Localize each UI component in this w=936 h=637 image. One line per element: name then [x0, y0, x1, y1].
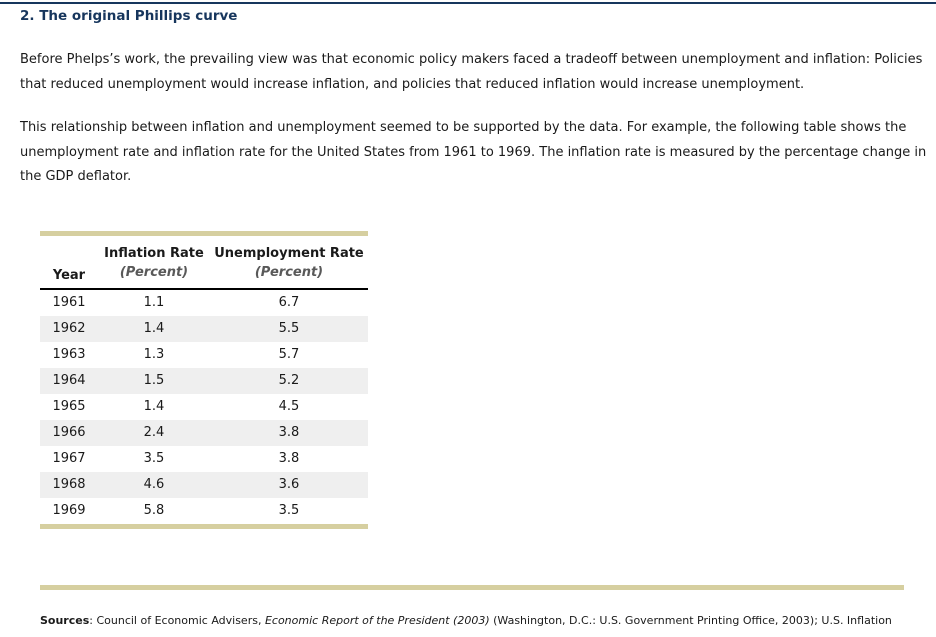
sources-report-title: Economic Report of the President (2003)	[264, 613, 490, 627]
unemployment-header-label: Unemployment Rate	[214, 245, 364, 261]
inflation-cell: 1.5	[143, 373, 165, 388]
table-row: 1964 1.5 5.2	[40, 367, 368, 394]
table-row: 1963 1.3 5.7	[40, 342, 368, 368]
section-title: 2. The original Phillips curve	[20, 8, 238, 24]
top-border-rule	[0, 2, 936, 4]
unemployment-cell: 5.7	[278, 347, 300, 362]
sources-text-1: : Council of Economic Advisers,	[89, 613, 265, 627]
table-row: 1965 1.4 4.5	[40, 394, 368, 420]
year-cell: 1964	[52, 373, 86, 388]
inflation-header-label: Inflation Rate	[104, 245, 204, 261]
inflation-cell: 1.1	[143, 295, 165, 310]
intro-paragraph: Before Phelps’s work, the prevailing vie…	[20, 52, 923, 92]
section-divider-rule	[40, 584, 904, 590]
inflation-cell: 5.8	[143, 503, 165, 518]
year-column-header: Year	[40, 233, 98, 290]
unemployment-cell: 6.7	[278, 295, 300, 310]
unemployment-cell: 5.2	[278, 373, 300, 388]
unemployment-cell: 3.5	[278, 503, 300, 518]
unemployment-cell: 4.5	[278, 399, 300, 414]
table-row: 1966 2.4 3.8	[40, 419, 368, 446]
year-cell: 1968	[52, 477, 86, 492]
table-row: 1962 1.4 5.5	[40, 315, 368, 342]
inflation-column-header: Inflation Rate (Percent)	[98, 233, 210, 290]
year-cell: 1961	[52, 295, 86, 310]
year-cell: 1962	[52, 321, 86, 336]
sources-note: Sources: Council of Economic Advisers, E…	[40, 609, 906, 637]
inflation-cell: 4.6	[143, 477, 165, 492]
year-cell: 1969	[52, 503, 86, 518]
inflation-cell: 1.4	[143, 321, 165, 336]
unemployment-cell: 3.8	[278, 451, 300, 466]
inflation-cell: 3.5	[143, 451, 165, 466]
table-row: 1969 5.8 3.5	[40, 498, 368, 527]
unemployment-column-header: Unemployment Rate (Percent)	[210, 233, 368, 290]
year-cell: 1966	[52, 425, 86, 440]
year-cell: 1963	[52, 347, 86, 362]
table-row: 1961 1.1 6.7	[40, 289, 368, 316]
inflation-cell: 2.4	[143, 425, 165, 440]
table-row: 1967 3.5 3.8	[40, 446, 368, 472]
unemployment-cell: 3.6	[278, 477, 300, 492]
document-section: 2. The original Phillips curve Before Ph…	[0, 8, 936, 637]
table-header: Year Inflation Rate (Percent) Unemployme…	[40, 233, 368, 290]
unemployment-cell: 5.5	[278, 321, 300, 336]
sources-label: Sources	[40, 613, 90, 627]
header-row: Year Inflation Rate (Percent) Unemployme…	[40, 233, 368, 290]
unemployment-unit-label: (Percent)	[254, 264, 324, 280]
year-cell: 1965	[52, 399, 86, 414]
inflation-cell: 1.3	[143, 347, 165, 362]
table-intro-paragraph: This relationship between inflation and …	[20, 120, 927, 184]
sources-text-2: (Washington, D.C.: U.S. Government Print…	[493, 613, 892, 627]
table-row: 1968 4.6 3.6	[40, 471, 368, 498]
inflation-unit-label: (Percent)	[119, 264, 189, 280]
unemployment-cell: 3.8	[278, 425, 300, 440]
phillips-data-table: Year Inflation Rate (Percent) Unemployme…	[40, 230, 368, 529]
table-body: 1961 1.1 6.7 1962 1.4 5.5 1963 1.3 5.7 1964 1.5 5.2…	[40, 289, 368, 527]
inflation-cell: 1.4	[143, 399, 165, 414]
year-cell: 1967	[52, 451, 86, 466]
